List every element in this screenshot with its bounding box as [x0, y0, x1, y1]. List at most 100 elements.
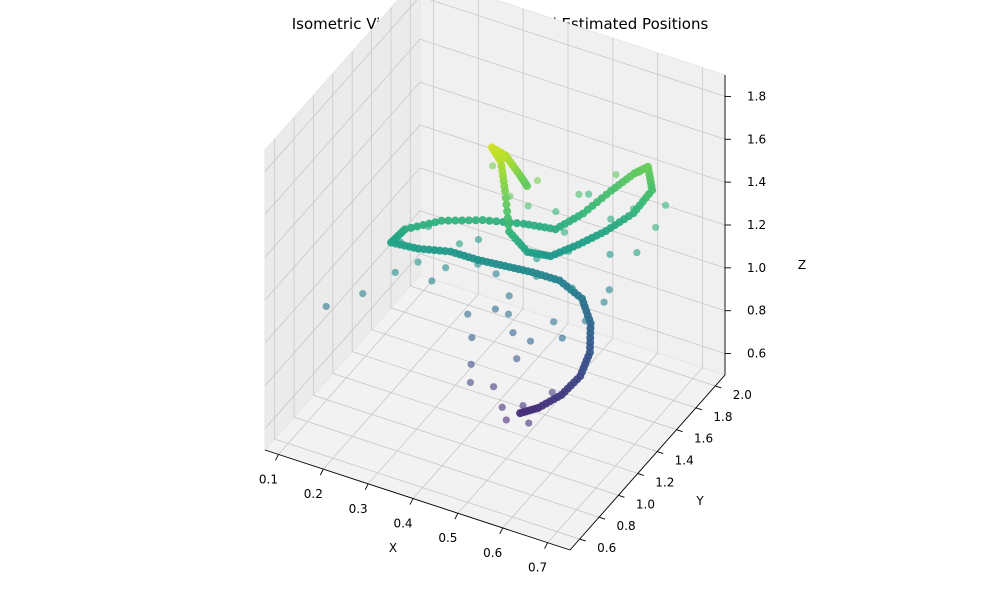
y-tick	[676, 429, 683, 433]
x-tick	[275, 454, 279, 461]
estimated-point	[552, 208, 560, 216]
estimated-point	[504, 310, 513, 318]
x-tick-label: 0.4	[393, 517, 412, 531]
y-axis-label: Y	[695, 494, 704, 508]
estimated-point	[607, 215, 615, 223]
estimated-point	[525, 419, 533, 427]
y-grid-floor	[332, 373, 638, 474]
ground-truth-point	[458, 216, 467, 225]
ground-truth-point	[413, 222, 422, 231]
y-tick	[598, 516, 606, 520]
ground-truth-point	[444, 216, 453, 225]
ground-truth-point	[519, 219, 528, 228]
estimated-point	[585, 190, 593, 198]
y-grid-floor	[293, 416, 600, 518]
z-grid-back	[429, 0, 726, 97]
y-tick	[715, 385, 722, 389]
y-tick-label: 1.2	[655, 475, 674, 489]
x-grid-floor	[547, 367, 703, 543]
y-tick	[579, 538, 586, 542]
x-grid-floor	[278, 279, 434, 455]
x-grid-floor	[323, 293, 479, 470]
x-tick-label: 0.7	[528, 561, 547, 575]
z-tick-label: 0.6	[747, 347, 766, 361]
y-tick	[657, 451, 664, 454]
y-grid-floor	[371, 329, 677, 431]
ground-truth-point	[501, 187, 510, 196]
ground-truth-point	[419, 221, 428, 230]
estimated-point	[468, 333, 476, 342]
ground-truth-point	[492, 217, 501, 226]
x-tick-label: 0.5	[438, 531, 457, 545]
y-tick	[637, 473, 644, 476]
z-grid-back	[419, 124, 726, 226]
y-grid-floor	[274, 438, 580, 540]
ground-truth-point	[451, 216, 460, 225]
estimated-point	[606, 250, 614, 259]
estimated-point	[474, 260, 482, 268]
estimated-point	[464, 310, 472, 318]
axis-panes	[264, 0, 726, 551]
z-grid-left	[264, 124, 421, 301]
estimated-point	[359, 290, 367, 298]
y-grid-floor	[390, 307, 697, 409]
estimated-point	[524, 202, 532, 210]
x-tick	[409, 498, 414, 505]
x-tick	[454, 513, 459, 520]
ground-truth-point	[485, 216, 494, 225]
ground-truth-point	[501, 193, 510, 202]
estimated-point	[575, 190, 583, 198]
ground-truth-point	[431, 218, 440, 227]
estimated-point	[322, 302, 330, 311]
z-grid-back	[419, 38, 726, 140]
estimated-point	[442, 264, 450, 272]
estimated-point	[568, 284, 576, 292]
ground-truth-point	[503, 207, 512, 216]
ground-truth-point	[407, 223, 416, 232]
ground-truth-point	[505, 227, 514, 236]
z-tick-label: 1.0	[747, 261, 766, 275]
z-tick-label: 1.6	[747, 132, 766, 146]
estimated-point	[548, 388, 556, 397]
estimated-point	[467, 360, 475, 368]
ground-truth-point	[387, 238, 396, 247]
ground-truth-point	[425, 219, 434, 228]
estimated-point	[509, 329, 517, 337]
z-axis-label: Z	[798, 258, 806, 272]
estimated-point	[533, 176, 542, 185]
y-grid-floor	[352, 351, 658, 452]
y-tick	[618, 494, 625, 498]
tick-labels: 0.10.20.30.40.50.60.70.60.81.01.21.41.61…	[259, 89, 766, 574]
z-grid-left	[264, 0, 418, 172]
y-tick-label: 1.0	[636, 497, 655, 511]
y-tick-label: 0.8	[617, 519, 636, 533]
estimated-point	[581, 317, 590, 325]
ground-truth-point	[503, 214, 512, 223]
estimated-point	[505, 292, 513, 300]
y-tick-label: 1.6	[694, 432, 713, 446]
y-tick-label: 2.0	[733, 388, 752, 402]
estimated-point	[600, 298, 608, 306]
grid-lines	[264, 0, 726, 543]
z-grid-back	[419, 210, 726, 312]
estimated-point	[605, 286, 613, 294]
data-points	[322, 143, 670, 427]
x-tick	[499, 527, 504, 535]
z-tick-label: 1.2	[747, 218, 766, 232]
y-tick	[695, 407, 703, 411]
ground-truth-point	[504, 220, 513, 229]
y-tick-label: 1.4	[675, 454, 694, 468]
estimated-point	[629, 205, 638, 213]
y-tick-label: 1.8	[713, 410, 732, 424]
z-tick-label: 0.8	[747, 304, 766, 318]
estimated-point	[519, 401, 527, 410]
estimated-point	[560, 228, 569, 236]
estimated-point	[414, 258, 422, 266]
z-tick-label: 1.4	[747, 175, 766, 189]
y-grid-floor	[313, 394, 619, 496]
estimated-point	[502, 416, 510, 424]
estimated-point	[633, 248, 641, 257]
estimated-point	[643, 192, 651, 200]
z-grid-left	[264, 81, 421, 258]
ground-truth-point	[464, 216, 473, 225]
